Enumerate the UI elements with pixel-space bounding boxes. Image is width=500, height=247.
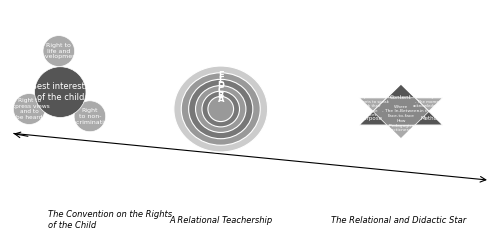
Polygon shape — [359, 84, 443, 125]
Text: The Convention on the Rights
of the Child: The Convention on the Rights of the Chil… — [48, 210, 172, 230]
Text: Method: Method — [420, 116, 440, 122]
Text: The Relational and Didactic Star: The Relational and Didactic Star — [331, 216, 466, 225]
Text: F: F — [218, 71, 224, 80]
Text: Right to
express views
and to
be heard: Right to express views and to be heard — [8, 98, 50, 120]
Ellipse shape — [208, 97, 234, 122]
Text: Content: Content — [390, 95, 412, 100]
Ellipse shape — [43, 36, 74, 66]
Text: A: A — [218, 95, 224, 104]
Ellipse shape — [14, 94, 45, 124]
Text: How
- Pedagogical
tacticness: How - Pedagogical tacticness — [386, 119, 416, 132]
Text: C: C — [218, 86, 224, 95]
Text: D: D — [217, 81, 224, 90]
Text: A Relational Teachership: A Relational Teachership — [169, 216, 272, 225]
Text: Purpose: Purpose — [360, 116, 382, 122]
Ellipse shape — [34, 67, 86, 118]
Ellipse shape — [74, 101, 106, 132]
Text: Why -
- The moment's
acknowledgement
in the now: Why - - The moment's acknowledgement in … — [412, 95, 448, 113]
Ellipse shape — [188, 79, 253, 139]
Text: Right
to non-
discrimination: Right to non- discrimination — [68, 108, 112, 124]
Ellipse shape — [181, 73, 260, 145]
Polygon shape — [359, 98, 443, 139]
Polygon shape — [373, 98, 429, 125]
Ellipse shape — [202, 91, 239, 127]
Ellipse shape — [196, 86, 246, 132]
Text: Why -
Course possibilities for
students to speak
with their
unique
voices: Why - Course possibilities for students … — [349, 90, 394, 117]
Text: E: E — [218, 76, 224, 85]
Text: Right to
life and
development: Right to life and development — [38, 43, 80, 59]
Text: Where
- The In-Between,
Face-to-face: Where - The In-Between, Face-to-face — [382, 105, 420, 118]
Text: B: B — [218, 91, 224, 100]
Text: Best interests
of the child: Best interests of the child — [31, 82, 90, 102]
Ellipse shape — [174, 66, 268, 152]
